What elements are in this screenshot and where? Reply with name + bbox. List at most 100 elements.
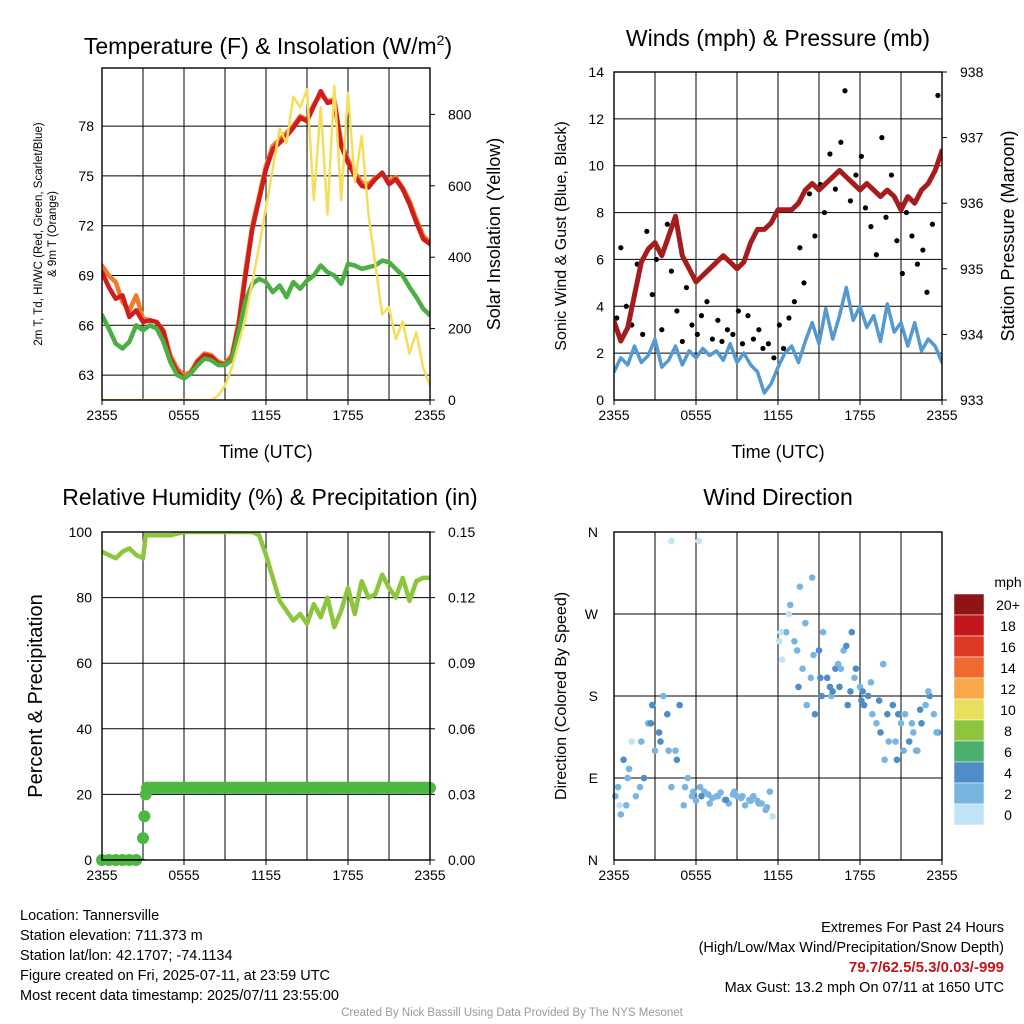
x-tick-label: 1155 [251,867,281,883]
direction-point [848,628,856,636]
gust-point [776,322,782,328]
gust-point [653,256,659,263]
direction-point [897,720,905,727]
gust-point [623,303,629,309]
x-axis-title: Time (UTC) [731,442,824,462]
gust-point [832,186,839,192]
gust-point [719,338,725,345]
y-right-tick-label: 0.12 [448,590,475,606]
gust-point [780,345,787,352]
direction-point [908,720,916,727]
gust-point [879,135,885,141]
direction-point [905,738,913,745]
y-tick-label: N [588,524,598,540]
direction-point [741,802,749,809]
plot-frame [101,531,431,861]
extremes-values: 79.7/62.5/5.3/0.03/-999 [848,959,1004,976]
x-tick-label: 2355 [598,407,629,423]
direction-point [673,756,681,764]
direction-point [930,710,938,718]
x-tick-label: 0555 [168,407,199,423]
x-tick-label: 2355 [926,867,957,883]
gust-point [715,317,721,323]
legend-label: 10 [1000,702,1016,718]
legend-label: 16 [1000,639,1016,655]
x-tick-label: 2355 [598,867,629,883]
y-axis-title-left: Direction (Colored By Speed) [553,592,570,800]
gust-point [704,299,710,305]
direction-point [739,792,746,800]
y-right-tick-label: 937 [960,130,984,146]
y-tick-label: 78 [78,118,94,134]
direction-point [692,797,700,805]
series-line-station-pressure [614,148,942,344]
direction-point [823,674,831,682]
y-right-tick-label: 0 [448,392,456,408]
y-tick-label: 14 [588,64,604,80]
legend-swatch [953,614,985,637]
y-right-tick-label: 0.09 [448,655,475,671]
extremes-info: Extremes For Past 24 Hours (High/Low/Max… [699,918,1004,998]
y-axis-title-left: Percent & Precipitation [25,594,47,797]
gust-point [745,313,751,319]
direction-point [885,738,892,745]
y-tick-label: 20 [76,786,92,802]
y-tick-label: 80 [76,590,92,606]
legend-swatch [953,593,985,616]
y-tick-label: 66 [78,317,94,333]
direction-point [836,683,843,691]
direction-point [867,679,875,686]
gust-point [679,338,685,345]
precip-point [137,832,149,845]
direction-point [730,788,738,795]
legend-swatch [953,803,985,826]
direction-point [815,647,823,654]
gust-point [750,336,757,342]
legend-swatch [953,761,985,784]
gust-point [674,308,680,314]
direction-point [837,665,845,672]
gust-point [868,224,874,230]
direction-point [912,747,920,754]
direction-point [889,701,897,709]
direction-point [933,729,940,736]
legend-label: 8 [1004,723,1012,739]
direction-point [689,788,697,795]
x-tick-label: 0555 [680,867,711,883]
x-tick-label: 1155 [763,407,793,423]
direction-point [894,710,902,718]
direction-point [782,628,790,636]
chart-title: Temperature (F) & Insolation (W/m2) [84,32,452,59]
gust-point [644,228,650,234]
direction-point [893,756,901,764]
direction-point [616,802,623,809]
direction-point [680,802,687,809]
direction-point [900,747,908,754]
legend-label: 12 [1000,681,1016,697]
direction-point [614,783,622,791]
x-tick-label: 1755 [332,407,363,423]
legend-title: mph [994,574,1021,590]
y-axis-title-left: Sonic Wind & Gust (Blue, Black) [553,121,570,350]
gust-point [842,88,848,94]
gust-point [838,139,844,145]
plot-frame [101,67,431,401]
direction-point [648,701,656,709]
y-tick-label: 6 [596,251,604,267]
direction-point [617,811,625,818]
gust-point [903,209,910,216]
direction-point [851,674,858,682]
direction-point [847,688,854,695]
gust-point [786,315,792,321]
gust-point [847,198,854,204]
direction-point [852,665,860,672]
y-right-tick-label: 0.06 [448,721,475,737]
direction-point [632,792,640,800]
direction-point [664,710,671,718]
y-tick-label: 72 [78,218,94,234]
direction-point [668,783,675,791]
direction-point [655,729,663,736]
direction-point [796,583,804,590]
y-tick-label: 100 [69,524,93,540]
direction-point [879,660,887,668]
